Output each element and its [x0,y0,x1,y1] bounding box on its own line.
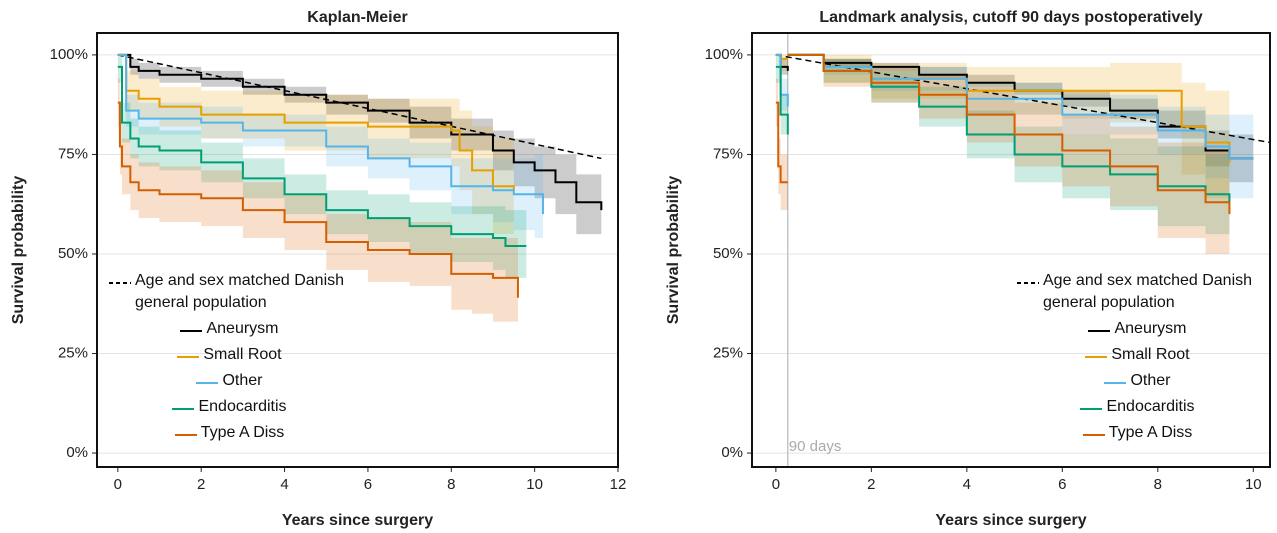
confidence-band [787,54,1230,231]
legend-swatch [109,282,131,284]
legend-label: Endocarditis [1106,398,1195,415]
confidence-band [787,54,1230,243]
x-tick-label: 8 [1154,476,1162,493]
confidence-band [117,54,602,243]
plot-frame [751,32,1271,468]
confidence-band [787,54,1254,199]
legend-swatch [177,356,200,358]
confidence-band [775,54,788,123]
chart-title: Landmark analysis, cutoff 90 days postop… [819,9,1202,26]
y-tick-label: 0% [721,444,743,461]
legend-swatch [196,382,219,384]
y-axis-label: Survival probability [665,176,682,325]
confidence-band [787,54,1254,183]
confidence-band [117,54,543,266]
survival-line [775,53,1231,215]
legend-label: Age and sex matched Danish general popul… [135,272,345,311]
legend-swatch [172,408,195,410]
legend-swatch [1088,330,1111,332]
confidence-band [117,54,527,278]
legend-label: Small Root [1111,346,1190,363]
legend-item: Other [196,370,263,392]
x-tick-label: 0 [772,476,780,493]
y-axis-label: Survival probability [10,176,27,325]
legend-item: Endocarditis [1080,396,1195,418]
legend-item: Other [1104,370,1171,392]
legend-label: Type A Diss [200,424,285,441]
x-tick-label: 2 [197,476,205,493]
legend-item: Aneurysm [1088,318,1187,340]
legend-label: Other [1130,372,1171,389]
x-axis-label: Years since surgery [935,512,1086,529]
legend-item: Small Root [177,344,282,366]
survival-line [117,53,603,211]
chart-title: Kaplan-Meier [307,9,407,26]
legend-swatch [1017,282,1039,284]
x-axis-label: Years since surgery [282,512,433,529]
legend-item: Aneurysm [180,318,279,340]
x-tick-label: 6 [364,476,372,493]
legend-swatch [180,330,203,332]
legend-swatch [1080,408,1103,410]
x-tick-label: 8 [447,476,455,493]
survival-line [117,53,544,215]
confidence-band [775,54,788,155]
legend-label: Endocarditis [198,398,287,415]
x-tick-label: 4 [963,476,971,493]
legend-item: Small Root [1085,344,1190,366]
confidence-band [775,78,788,211]
x-tick-label: 10 [1245,476,1262,493]
legend: Age and sex matched Danish general popul… [1017,270,1258,444]
legend-item: Age and sex matched Danish general popul… [109,270,350,314]
legend-label: Aneurysm [1114,320,1187,337]
legend-label: Age and sex matched Danish general popul… [1043,272,1253,311]
y-tick-label: 50% [713,245,743,262]
legend: Age and sex matched Danish general popul… [109,270,350,444]
y-tick-label: 75% [713,145,743,162]
y-tick-label: 25% [58,344,88,361]
legend-item: Type A Diss [174,422,285,444]
survival-line [117,65,527,248]
y-tick-label: 100% [50,46,88,63]
legend-item: Age and sex matched Danish general popul… [1017,270,1258,314]
x-tick-label: 6 [1058,476,1066,493]
y-tick-label: 25% [713,344,743,361]
confidence-band [117,78,518,342]
y-tick-label: 75% [58,145,88,162]
confidence-band [117,54,514,243]
legend-item: Type A Diss [1082,422,1193,444]
legend-label: Aneurysm [206,320,279,337]
legend-swatch [1082,434,1105,436]
legend-label: Type A Diss [1108,424,1193,441]
legend-swatch [1104,382,1127,384]
x-tick-label: 2 [867,476,875,493]
y-tick-label: 0% [66,444,88,461]
y-tick-label: 100% [705,46,743,63]
legend-swatch [174,434,197,436]
legend-item: Endocarditis [172,396,287,418]
x-tick-label: 0 [114,476,122,493]
y-tick-label: 50% [58,245,88,262]
legend-label: Small Root [203,346,282,363]
annotation: 90 days [789,438,842,455]
plot-frame [96,32,619,468]
x-tick-label: 4 [280,476,288,493]
legend-swatch [1085,356,1108,358]
x-tick-label: 12 [610,476,627,493]
survival-line [117,101,519,298]
survival-line [117,53,515,191]
legend-label: Other [222,372,263,389]
survival-line [117,54,602,160]
x-tick-label: 10 [526,476,543,493]
